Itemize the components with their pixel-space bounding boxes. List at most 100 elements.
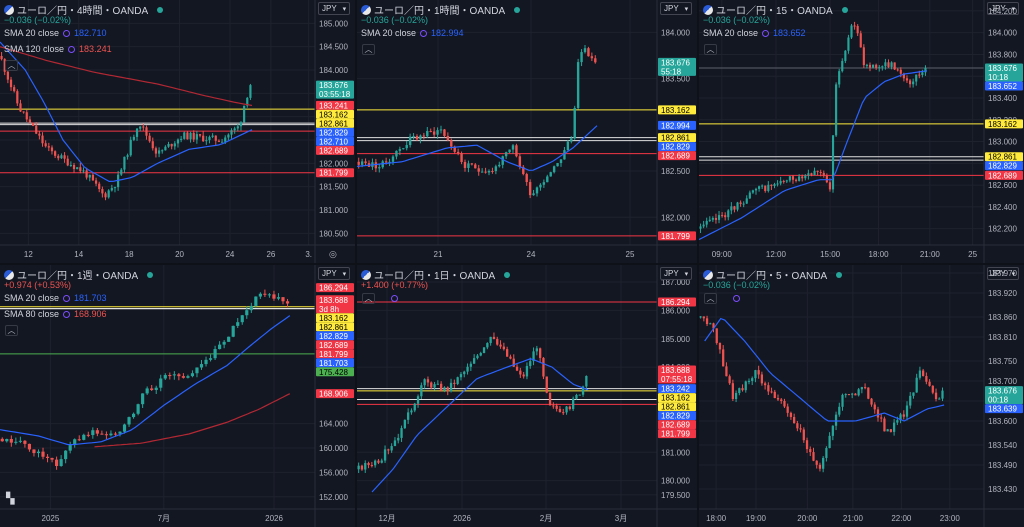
candle (522, 165, 525, 176)
candle (5, 438, 9, 443)
candle (463, 159, 467, 172)
symbol-title: ユーロ／円・1時間・OANDA (374, 6, 506, 17)
candle (474, 163, 477, 169)
candle (429, 128, 432, 133)
indicator-legend[interactable]: SMA 20 close 182.710 (4, 28, 107, 38)
currency-select[interactable]: JPY ▾ (660, 267, 693, 280)
price-tag-text: 182.861 (661, 134, 690, 143)
chart-pane-0[interactable]: 185.000184.500184.000183.500183.000182.5… (0, 0, 355, 263)
candle (802, 427, 805, 443)
candle (88, 174, 91, 182)
symbol-title: ユーロ／円・1日・OANDA (374, 271, 496, 282)
candle (767, 382, 770, 395)
indicator-settings-icon[interactable] (733, 295, 740, 302)
candle (100, 430, 104, 435)
candle (870, 397, 873, 407)
indicator-legend[interactable]: SMA 80 close 168.906 (4, 309, 107, 319)
indicator-toggle[interactable] (733, 295, 740, 302)
chevron-up-icon[interactable]: ︿ (362, 293, 375, 304)
chevron-up-icon[interactable]: ︿ (704, 44, 717, 55)
price-tag-text: 183.652 (988, 82, 1017, 91)
candle (867, 387, 870, 400)
live-dot-icon (504, 271, 511, 278)
candle (590, 52, 594, 62)
chart-pane-3[interactable]: 164.000 160.000 156.000 152.000 2025 7月 2026 18… (0, 265, 355, 527)
x-tick-label: 3月 (615, 514, 627, 523)
chart-pane-4[interactable]: 187.000186.000185.000184.000181.000180.0… (357, 265, 697, 527)
pane-title[interactable]: ユーロ／円・4時間・OANDA (4, 2, 164, 17)
candle (542, 179, 546, 188)
gear-icon[interactable]: ◎ (329, 249, 337, 259)
price-tag-text: 182.689 (661, 421, 690, 430)
candle (789, 411, 793, 420)
candle (504, 151, 508, 159)
price-tag-countdown: 55:18 (661, 67, 682, 76)
candle (905, 75, 909, 83)
candle (367, 160, 371, 168)
pane-title[interactable]: ユーロ／円・1週・OANDA (4, 267, 154, 282)
candle (167, 141, 170, 148)
candle (745, 195, 748, 204)
candle (556, 162, 559, 167)
indicator-legend[interactable]: SMA 120 close 183.241 (4, 44, 112, 54)
currency-select[interactable]: JPY ▾ (318, 2, 351, 15)
indicator-legend[interactable]: SMA 20 close 181.703 (4, 293, 107, 303)
chevron-up-icon[interactable]: ︿ (5, 60, 18, 71)
chart-svg: 183.970 183.920 183.860 183.810 183.750 183.7… (699, 265, 1024, 527)
indicator-settings-icon[interactable] (762, 29, 770, 37)
x-tick-label: 2月 (540, 514, 552, 523)
price-tag-text: 175.428 (319, 368, 348, 377)
candle (456, 376, 459, 386)
price-tag-text: 182.861 (319, 119, 348, 128)
candle (402, 148, 405, 150)
currency-select[interactable]: JPY ▾ (987, 267, 1020, 280)
chevron-up-icon[interactable]: ︿ (704, 293, 717, 304)
currency-select[interactable]: JPY ▾ (318, 267, 351, 280)
chevron-up-icon[interactable]: ︿ (362, 44, 375, 55)
candle (32, 449, 36, 457)
candle (717, 211, 721, 224)
candle (838, 402, 841, 417)
candle (77, 435, 81, 442)
candle (791, 175, 795, 184)
candle (360, 464, 364, 471)
candle (785, 179, 788, 184)
x-tick-label: 20:00 (797, 514, 818, 523)
price-tag: 182.861 (658, 402, 696, 412)
candle (380, 458, 383, 464)
candle (515, 143, 518, 158)
indicator-settings-icon[interactable] (63, 310, 71, 318)
pane-title[interactable]: ユーロ／円・5・OANDA (703, 267, 843, 282)
indicator-settings-icon[interactable] (391, 295, 398, 302)
candle (236, 318, 240, 329)
candle (192, 130, 195, 143)
candle (863, 383, 867, 390)
candle (853, 21, 856, 30)
indicator-legend[interactable]: SMA 20 close 183.652 (703, 28, 806, 38)
pane-title[interactable]: ユーロ／円・1時間・OANDA (361, 2, 521, 17)
indicator-toggle[interactable] (391, 295, 398, 302)
indicator-settings-icon[interactable] (68, 45, 76, 53)
pane-title[interactable]: ユーロ／円・1日・OANDA (361, 267, 511, 282)
candle (41, 447, 45, 460)
candle (730, 202, 733, 215)
chevron-up-icon[interactable]: ︿ (5, 325, 18, 336)
candle (60, 153, 63, 159)
candle (79, 162, 82, 174)
pane-title[interactable]: ユーロ／円・15・OANDA (703, 2, 848, 17)
candle (45, 454, 50, 463)
chart-pane-1[interactable]: 184.000 183.500 182.500 182.000 21 24 25 183.67… (357, 0, 697, 263)
currency-select[interactable]: JPY ▾ (987, 2, 1020, 15)
indicator-settings-icon[interactable] (63, 29, 71, 37)
indicator-settings-icon[interactable] (63, 294, 71, 302)
chart-svg: 164.000 160.000 156.000 152.000 2025 7月 2026 18… (0, 265, 355, 527)
price-tag: 183.162 (985, 119, 1023, 129)
currency-select[interactable]: JPY ▾ (660, 2, 693, 15)
indicator-legend[interactable]: SMA 20 close 182.994 (361, 28, 464, 38)
candle (233, 126, 236, 134)
chart-pane-2[interactable]: 184.200184.000183.800183.600183.400183.2… (699, 0, 1024, 263)
indicator-settings-icon[interactable] (420, 29, 428, 37)
chart-pane-5[interactable]: 183.970 183.920 183.860 183.810 183.750 183.7… (699, 265, 1024, 527)
candle (562, 408, 565, 415)
